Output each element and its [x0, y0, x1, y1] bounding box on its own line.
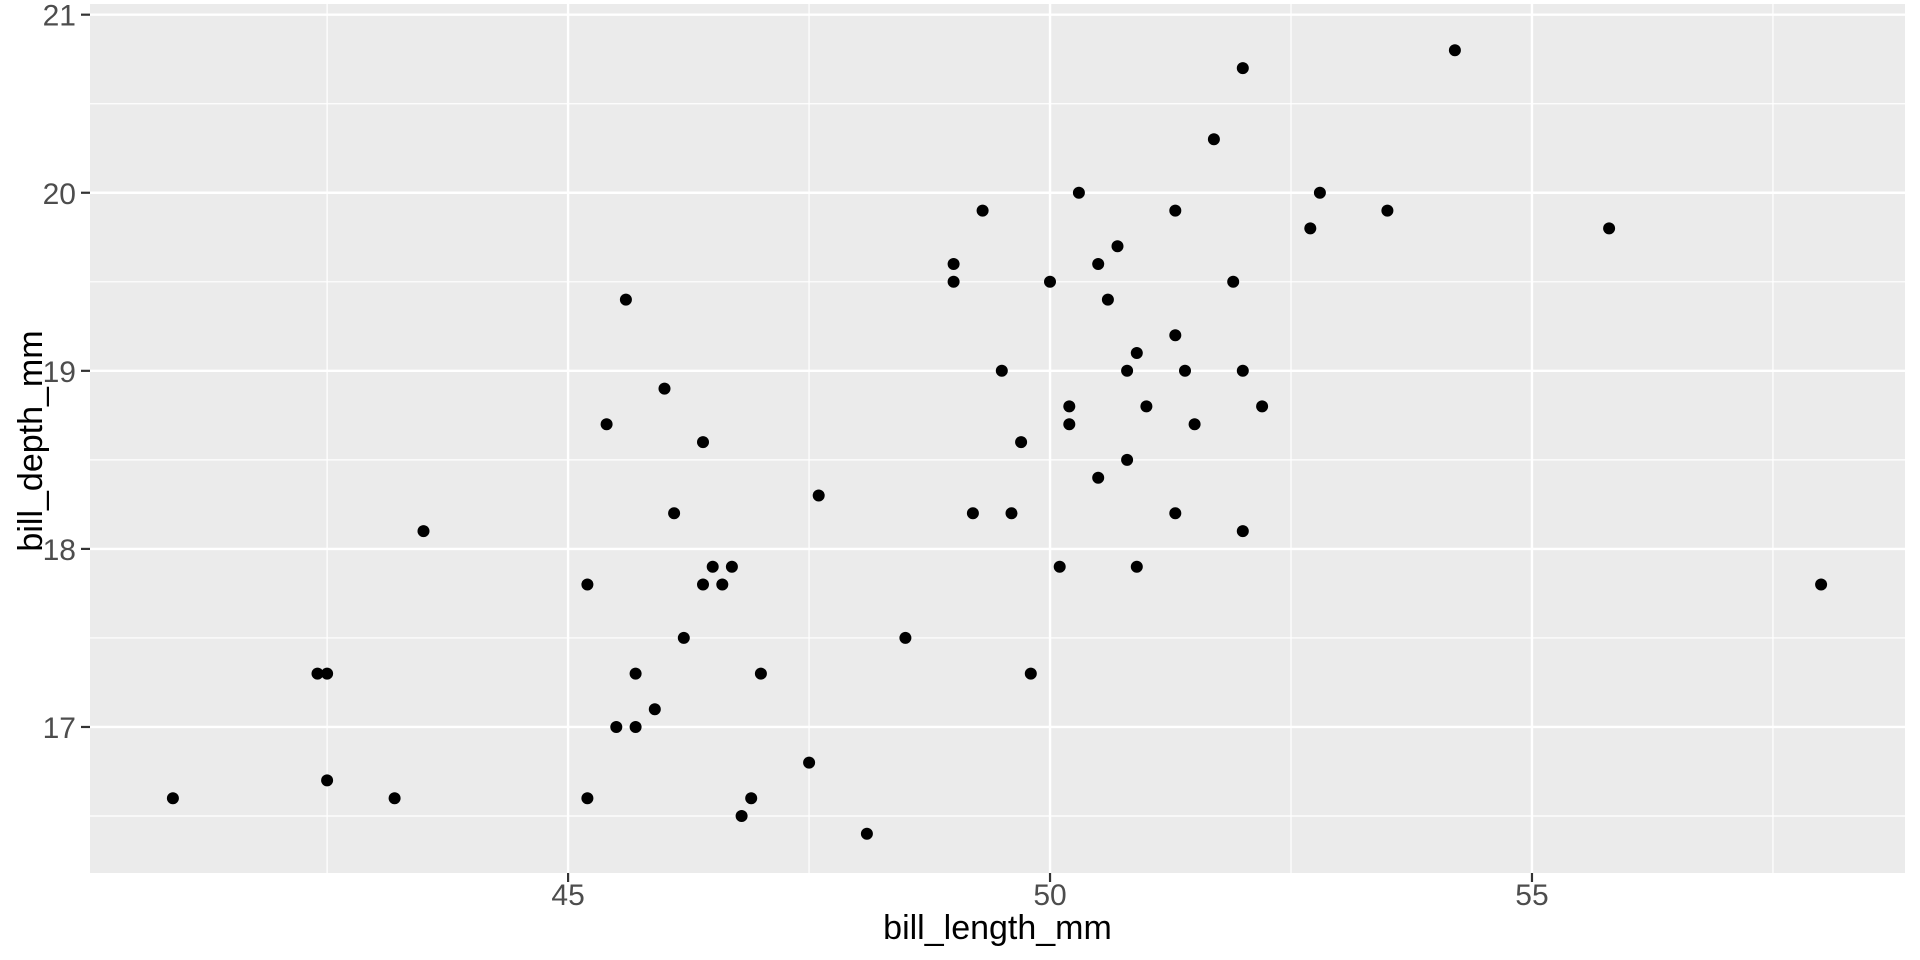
data-point — [581, 792, 594, 805]
data-point — [417, 525, 430, 538]
data-point — [658, 382, 671, 395]
data-point — [697, 578, 709, 591]
data-point — [1603, 222, 1616, 235]
y-tick-label: 19 — [43, 356, 76, 389]
data-point — [581, 578, 594, 591]
data-point — [1227, 275, 1240, 288]
data-point — [966, 507, 979, 520]
data-point — [1140, 400, 1153, 413]
data-point — [1005, 507, 1018, 520]
y-tick-label: 18 — [43, 534, 76, 567]
data-point — [1256, 400, 1269, 413]
data-point — [1053, 560, 1066, 573]
data-point — [1130, 347, 1143, 359]
data-point — [668, 507, 681, 520]
data-point — [1815, 578, 1828, 591]
data-point — [388, 792, 401, 805]
x-axis-title: bill_length_mm — [883, 909, 1112, 947]
data-point — [1448, 44, 1461, 57]
data-point — [1111, 240, 1124, 253]
data-point — [716, 578, 729, 591]
data-point — [648, 703, 661, 716]
data-point — [697, 436, 709, 449]
data-point — [619, 293, 632, 306]
data-point — [321, 667, 334, 680]
data-point — [1207, 133, 1220, 146]
x-tick-label: 50 — [1033, 879, 1066, 912]
plot-panel — [90, 4, 1905, 873]
data-point — [677, 631, 690, 644]
data-point — [600, 418, 613, 431]
data-point — [1092, 471, 1105, 484]
data-point — [860, 827, 873, 840]
data-point — [735, 810, 748, 822]
data-point — [976, 204, 989, 217]
data-point — [1121, 453, 1134, 466]
data-point — [1024, 667, 1037, 680]
data-point — [1304, 222, 1317, 235]
data-point — [1381, 204, 1394, 217]
data-point — [1188, 418, 1201, 431]
data-point — [1236, 62, 1249, 75]
data-point — [706, 560, 719, 573]
data-point — [1130, 560, 1143, 573]
data-point — [1179, 364, 1191, 377]
data-point — [321, 774, 334, 787]
x-tick-label: 55 — [1515, 879, 1548, 912]
data-point — [1072, 186, 1085, 199]
y-tick-label: 17 — [43, 712, 76, 745]
data-point — [629, 721, 642, 733]
data-point — [1236, 525, 1249, 538]
data-point — [947, 275, 960, 288]
data-point — [812, 489, 825, 502]
data-point — [1092, 258, 1105, 270]
data-point — [629, 667, 642, 680]
data-point — [1101, 293, 1114, 306]
x-tick-label: 45 — [551, 879, 584, 912]
data-point — [311, 667, 324, 680]
data-point — [1236, 364, 1249, 377]
data-point — [1044, 275, 1056, 288]
y-axis-title: bill_depth_mm — [12, 330, 50, 552]
data-point — [610, 721, 623, 733]
y-tick-label: 20 — [43, 178, 76, 211]
data-point — [1063, 418, 1076, 431]
data-point — [1121, 364, 1134, 377]
data-point — [1169, 204, 1182, 217]
data-point — [1063, 400, 1076, 413]
data-point — [1169, 507, 1182, 520]
data-point — [1015, 436, 1028, 449]
data-point — [1169, 329, 1182, 342]
data-point — [899, 631, 912, 644]
data-point — [725, 560, 738, 573]
data-point — [947, 258, 960, 270]
data-point — [166, 792, 179, 805]
data-point — [995, 364, 1008, 377]
data-point — [803, 756, 816, 769]
data-point — [1313, 186, 1326, 199]
data-point — [754, 667, 767, 680]
data-point — [745, 792, 758, 805]
y-tick-label: 21 — [43, 0, 76, 33]
